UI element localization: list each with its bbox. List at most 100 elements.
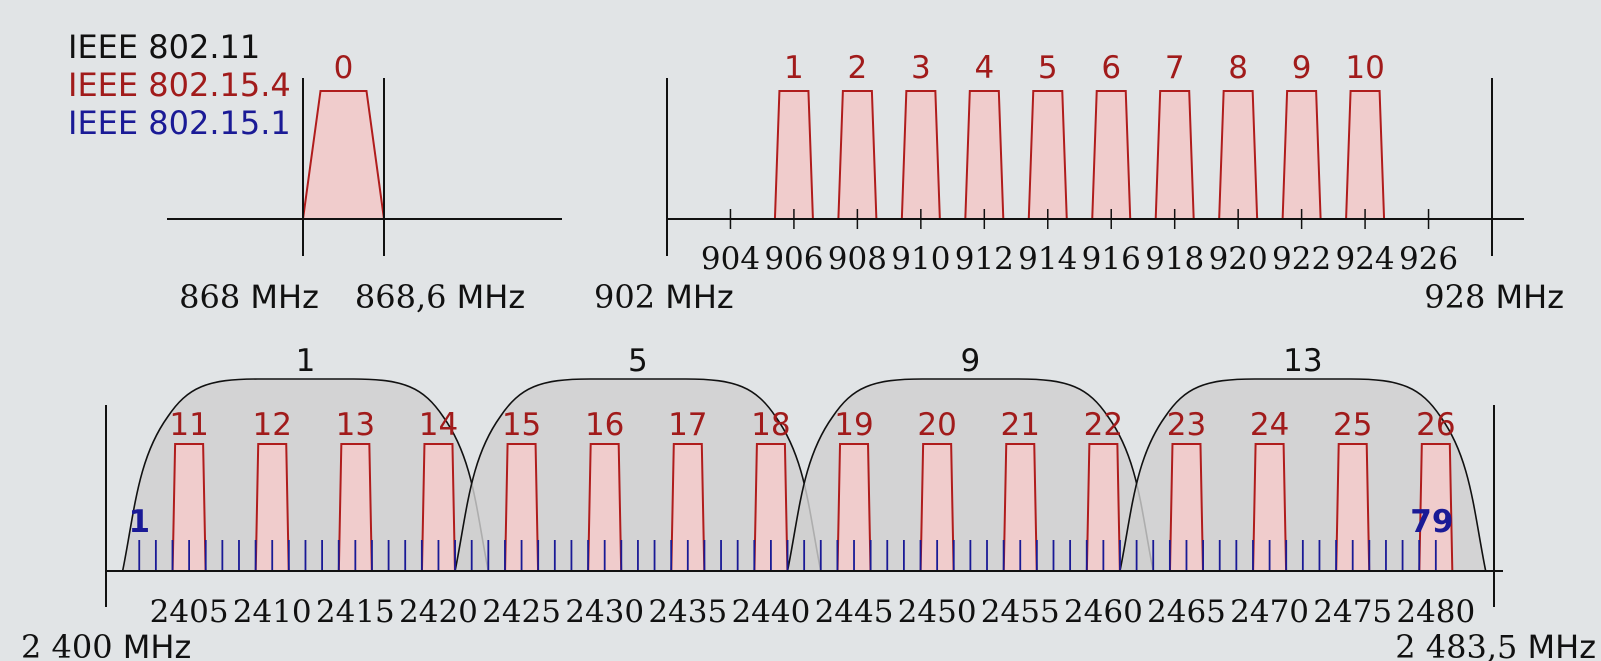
tick-label-2410: 2410: [233, 594, 312, 630]
channel-label-2: 2: [848, 50, 868, 86]
channel-label-22: 22: [1084, 407, 1123, 443]
channel-label-8: 8: [1228, 50, 1248, 86]
zigbee-channel-0: [301, 90, 386, 220]
freq-2400-start: 2 400 MHz: [21, 628, 191, 661]
channel-label-0: 0: [334, 50, 354, 86]
freq-2400-end: 2 483,5 MHz: [1395, 628, 1596, 661]
tick-label-910: 910: [891, 241, 950, 277]
tick-label-924: 924: [1335, 241, 1394, 277]
wifi-channel-5: [454, 378, 822, 572]
freq-868-end-value: 868,6: [355, 278, 457, 316]
channel-label-5: 5: [1038, 50, 1058, 86]
wifi-label-5: 5: [628, 343, 648, 379]
freq-868-start-value: 868: [179, 278, 250, 316]
channel-label-6: 6: [1101, 50, 1121, 86]
bluetooth-label-last: 79: [1410, 504, 1453, 540]
channel-label-14: 14: [419, 407, 458, 443]
channel-label-25: 25: [1333, 407, 1372, 443]
freq-2400-end-unit: MHz: [1528, 628, 1596, 661]
tick-label-2475: 2475: [1313, 594, 1392, 630]
wifi-channel-13: [1119, 378, 1487, 572]
tick-label-926: 926: [1399, 241, 1458, 277]
legend-item-802154: IEEE 802.15.4: [68, 66, 291, 104]
tick-label-2440: 2440: [731, 594, 810, 630]
channel-label-3: 3: [911, 50, 931, 86]
legend: IEEE 802.11 IEEE 802.15.4 IEEE 802.15.1: [68, 28, 291, 142]
channel-label-24: 24: [1250, 407, 1289, 443]
zigbee-channel-7: [1154, 90, 1195, 220]
freq-2400-start-value: 2 400: [21, 628, 123, 661]
wifi-label-1: 1: [296, 343, 316, 379]
channel-label-21: 21: [1001, 407, 1040, 443]
zigbee-channel-1: [773, 90, 814, 220]
zigbee-channel-6: [1091, 90, 1132, 220]
freq-915-end-unit: MHz: [1496, 278, 1564, 316]
tick-label-2450: 2450: [898, 594, 977, 630]
zigbee-channel-3: [900, 90, 941, 220]
channel-label-26: 26: [1416, 407, 1455, 443]
zigbee-channel-5: [1027, 90, 1068, 220]
legend-standard: 802.15.1: [148, 104, 291, 142]
channel-label-11: 11: [169, 407, 208, 443]
channel-label-12: 12: [253, 407, 292, 443]
tick-label-2480: 2480: [1396, 594, 1475, 630]
wifi-channels: [121, 378, 1487, 572]
tick-label-908: 908: [828, 241, 887, 277]
tick-label-2405: 2405: [150, 594, 229, 630]
zigbee-channel-9: [1281, 90, 1322, 220]
channel-label-7: 7: [1165, 50, 1185, 86]
tick-label-920: 920: [1209, 241, 1268, 277]
channel-label-13: 13: [336, 407, 375, 443]
tick-label-2435: 2435: [648, 594, 727, 630]
band-868: 0 868 MHz 868,6 MHz: [167, 50, 562, 316]
channel-label-20: 20: [917, 407, 956, 443]
channel-label-9: 9: [1292, 50, 1312, 86]
tick-label-2470: 2470: [1230, 594, 1309, 630]
tick-label-2430: 2430: [565, 594, 644, 630]
zigbee-channel-8: [1218, 90, 1259, 220]
legend-item-802151: IEEE 802.15.1: [68, 104, 291, 142]
tick-label-2425: 2425: [482, 594, 561, 630]
channel-label-17: 17: [668, 407, 707, 443]
tick-label-2445: 2445: [815, 594, 894, 630]
channel-label-15: 15: [502, 407, 541, 443]
legend-standard: 802.15.4: [148, 66, 291, 104]
tick-label-2420: 2420: [399, 594, 478, 630]
freq-868-end: 868,6 MHz: [355, 278, 525, 316]
tick-label-2460: 2460: [1064, 594, 1143, 630]
channel-label-10: 10: [1345, 50, 1384, 86]
tick-label-912: 912: [955, 241, 1014, 277]
channel-label-18: 18: [751, 407, 790, 443]
freq-868-start-unit: MHz: [250, 278, 318, 316]
freq-915-end-value: 928: [1424, 278, 1495, 316]
wifi-channel-1: [121, 378, 490, 572]
zigbee-channel-4: [964, 90, 1005, 220]
zigbee-channel-10: [1345, 90, 1386, 220]
tick-label-2455: 2455: [981, 594, 1060, 630]
freq-2400-start-unit: MHz: [123, 628, 191, 661]
legend-prefix: IEEE: [68, 28, 139, 66]
wifi-label-9: 9: [961, 343, 981, 379]
tick-label-918: 918: [1145, 241, 1204, 277]
freq-868-start: 868 MHz: [179, 278, 319, 316]
legend-prefix: IEEE: [68, 104, 139, 142]
channel-label-4: 4: [974, 50, 994, 86]
tick-label-2465: 2465: [1147, 594, 1226, 630]
tick-label-922: 922: [1272, 241, 1331, 277]
freq-915-end: 928 MHz: [1424, 278, 1564, 316]
channel-label-19: 19: [834, 407, 873, 443]
freq-2400-end-value: 2 483,5: [1395, 628, 1527, 661]
legend-standard: 802.11: [148, 28, 261, 66]
zigbee-channel-2: [837, 90, 878, 220]
freq-915-start: 902 MHz: [594, 278, 734, 316]
bluetooth-label-first: 1: [128, 504, 150, 540]
channel-label-16: 16: [585, 407, 624, 443]
freq-915-start-unit: MHz: [665, 278, 733, 316]
tick-label-904: 904: [701, 241, 760, 277]
channel-label-23: 23: [1167, 407, 1206, 443]
channel-label-1: 1: [784, 50, 804, 86]
legend-prefix: IEEE: [68, 66, 139, 104]
